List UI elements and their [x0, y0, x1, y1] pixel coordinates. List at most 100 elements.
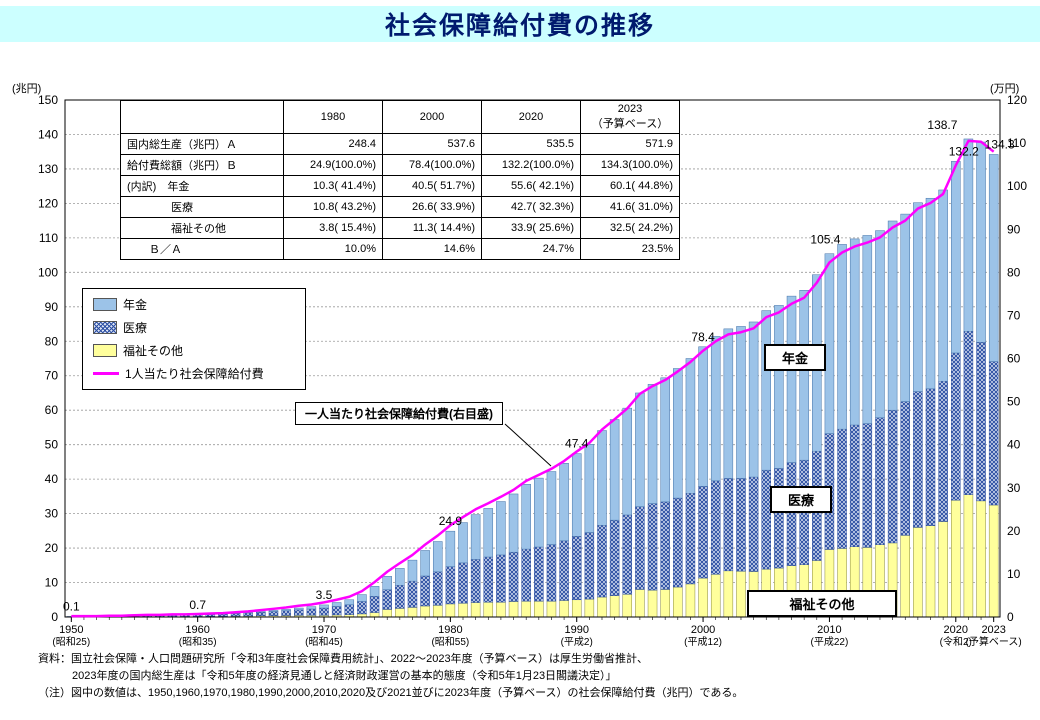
- svg-text:120: 120: [1007, 93, 1027, 107]
- table-cell: 60.1( 44.8%): [580, 175, 680, 197]
- table-cell: 33.9( 25.6%): [481, 217, 581, 239]
- svg-text:3.5: 3.5: [316, 588, 333, 602]
- stacked-bars: [66, 138, 999, 618]
- svg-text:70: 70: [1007, 308, 1021, 322]
- svg-text:1970: 1970: [312, 624, 336, 636]
- title-band: 社会保障給付費の推移: [0, 6, 1040, 42]
- svg-text:1960: 1960: [185, 624, 209, 636]
- table-cell: 23.5%: [580, 238, 680, 260]
- legend-label: 医療: [123, 321, 148, 335]
- table-column-header: 2020: [481, 100, 581, 134]
- right-axis-unit-label: (万円): [990, 83, 1020, 95]
- svg-text:0: 0: [51, 610, 58, 624]
- right-axis-labels: 0 10 20 30 40 50 60 70 80 90 100 110 120: [1007, 93, 1027, 624]
- table-cell: 40.5( 51.7%): [382, 175, 482, 197]
- table-column-header: [120, 100, 284, 134]
- table-cell: 571.9: [580, 133, 680, 155]
- svg-text:(平成2): (平成2): [561, 636, 593, 648]
- table-column-header: 2000: [382, 100, 482, 134]
- table-cell: 10.8( 43.2%): [283, 196, 383, 218]
- region-label-welfare: 福祉その他: [747, 590, 897, 617]
- welfare-swatch-icon: [93, 344, 117, 357]
- table-cell: 10.0%: [283, 238, 383, 260]
- legend: 年金 医療 福祉その他 1人当たり社会保障給付費: [82, 288, 306, 390]
- svg-text:30: 30: [45, 507, 59, 521]
- table-row-label: (内訳) 年金: [120, 175, 284, 197]
- region-label-medical: 医療: [770, 486, 832, 513]
- svg-text:40: 40: [1007, 438, 1021, 452]
- svg-text:40: 40: [45, 472, 59, 486]
- svg-text:60: 60: [1007, 352, 1021, 366]
- svg-text:(平成12): (平成12): [684, 636, 722, 648]
- table-row: 給付費総額（兆円）Ｂ 24.9(100.0%) 78.4(100.0%) 132.2(…: [120, 154, 680, 176]
- table-cell: 14.6%: [382, 238, 482, 260]
- svg-text:1980: 1980: [438, 624, 462, 636]
- svg-text:(令和2): (令和2): [940, 635, 972, 648]
- legend-item-medical: 医療: [93, 319, 295, 336]
- svg-text:0.7: 0.7: [189, 598, 206, 612]
- svg-text:78.4: 78.4: [691, 330, 715, 344]
- svg-text:60: 60: [45, 403, 59, 417]
- svg-text:(平成22): (平成22): [811, 636, 849, 648]
- table-cell: 42.7( 32.3%): [481, 196, 581, 218]
- summary-table: 1980 2000 2020 2023 （予算ベース） 国内総生産（兆円）Ａ 248.4 5…: [120, 100, 680, 260]
- svg-text:50: 50: [45, 438, 59, 452]
- svg-text:0: 0: [1007, 610, 1014, 624]
- svg-text:120: 120: [38, 196, 58, 210]
- table-cell: 41.6( 31.0%): [580, 196, 680, 218]
- legend-item-percapita-line: 1人当たり社会保障給付費: [93, 365, 295, 382]
- table-cell: 535.5: [481, 133, 581, 155]
- table-cell: 10.3( 41.4%): [283, 175, 383, 197]
- table-cell: 32.5( 24.2%): [580, 217, 680, 239]
- table-row-label: 給付費総額（兆円）Ｂ: [120, 154, 284, 176]
- percapita-line: [71, 139, 995, 618]
- table-row-label: Ｂ／Ａ: [120, 238, 284, 260]
- svg-text:10: 10: [45, 576, 59, 590]
- table-row: 福祉その他 3.8( 15.4%) 11.3( 14.4%) 33.9( 25.6%)…: [120, 217, 680, 239]
- table-row: 医療 10.8( 43.2%) 26.6( 33.9%) 42.7( 32.3%) 41…: [120, 196, 680, 218]
- svg-text:50: 50: [1007, 395, 1021, 409]
- svg-text:10: 10: [1007, 567, 1021, 581]
- table-row: 国内総生産（兆円）Ａ 248.4 537.6 535.5 571.9: [120, 133, 680, 155]
- legend-item-welfare: 福祉その他: [93, 342, 295, 359]
- callout-leader-line: [504, 423, 552, 467]
- table-column-header: 1980: [283, 100, 383, 134]
- svg-text:80: 80: [1007, 265, 1021, 279]
- svg-text:70: 70: [45, 369, 59, 383]
- table-cell: 537.6: [382, 133, 482, 155]
- svg-text:150: 150: [38, 93, 58, 107]
- svg-text:2000: 2000: [691, 624, 715, 636]
- footnote-line: 2023年度の国内総生産は「令和5年度の経済見通しと経済財政運営の基本的態度（令…: [72, 670, 617, 682]
- table-cell: 24.7%: [481, 238, 581, 260]
- svg-text:2010: 2010: [817, 624, 841, 636]
- legend-label: 年金: [123, 298, 148, 312]
- legend-label: 福祉その他: [123, 344, 184, 358]
- svg-text:138.7: 138.7: [927, 118, 957, 132]
- svg-text:132.2: 132.2: [949, 144, 979, 158]
- svg-text:(昭和35): (昭和35): [179, 636, 217, 648]
- medical-swatch-icon: [93, 321, 117, 334]
- svg-text:1950: 1950: [59, 624, 83, 636]
- left-axis-unit-label: (兆円): [12, 83, 42, 95]
- footnotes: 資料：国立社会保障・人口問題研究所「令和3年度社会保障費用統計」、2022～20…: [38, 651, 743, 702]
- table-cell: 11.3( 14.4%): [382, 217, 482, 239]
- table-row: (内訳) 年金 10.3( 41.4%) 40.5( 51.7%) 55.6( 42.…: [120, 175, 680, 197]
- svg-text:(昭和25): (昭和25): [52, 636, 90, 648]
- svg-text:0.1: 0.1: [63, 600, 80, 614]
- table-cell: 132.2(100.0%): [481, 154, 581, 176]
- footnote-line: 資料：国立社会保障・人口問題研究所「令和3年度社会保障費用統計」、2022～20…: [38, 653, 649, 665]
- table-cell: 248.4: [283, 133, 383, 155]
- svg-text:100: 100: [1007, 179, 1027, 193]
- svg-text:130: 130: [38, 162, 58, 176]
- table-cell: 26.6( 33.9%): [382, 196, 482, 218]
- x-axis-labels: 1950(昭和25) 1960(昭和35) 1970(昭和45) 1980(昭和55)…: [52, 617, 1022, 648]
- bar-value-labels: 0.1 0.7 3.5 24.9 47.4 78.4 105.4 132.2 138.7 134.…: [63, 118, 1015, 614]
- page-title: 社会保障給付費の推移: [384, 12, 655, 40]
- pension-swatch-icon: [93, 298, 117, 311]
- svg-text:20: 20: [1007, 524, 1021, 538]
- svg-text:24.9: 24.9: [439, 514, 463, 528]
- svg-text:140: 140: [38, 127, 58, 141]
- footnote-line: （注）図中の数値は、1950,1960,1970,1980,1990,2000,…: [38, 687, 744, 699]
- table-cell: 55.6( 42.1%): [481, 175, 581, 197]
